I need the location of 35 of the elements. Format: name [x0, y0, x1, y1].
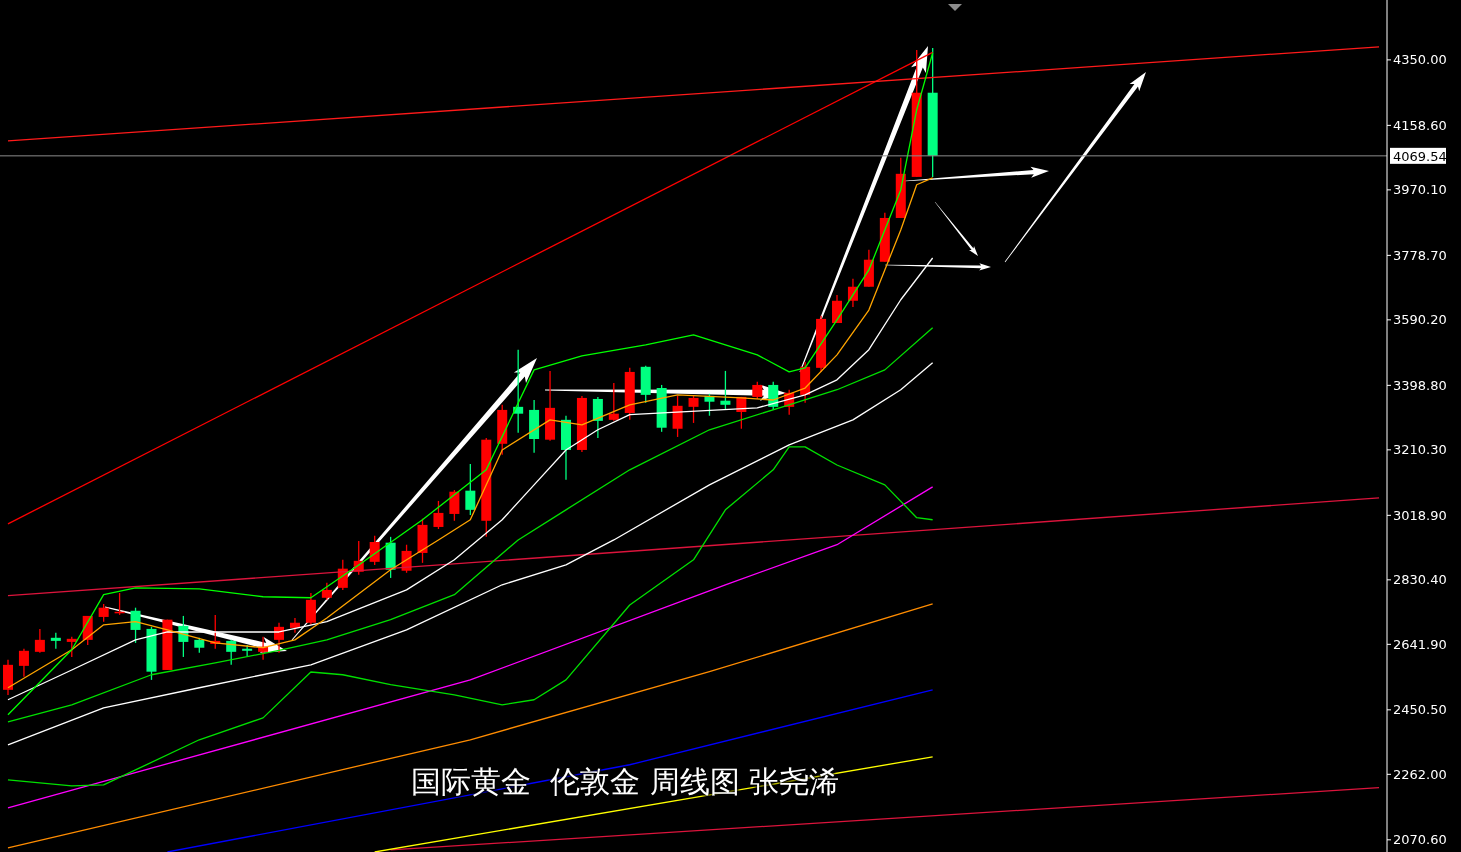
candlestick: [369, 535, 380, 566]
y-tick-label: 4158.60: [1393, 117, 1447, 133]
y-tick-label: 2641.90: [1393, 636, 1447, 652]
ref-line-label: 4069.54: [1393, 148, 1447, 164]
y-tick-label: 2450.50: [1393, 702, 1447, 718]
candlestick: [672, 395, 683, 438]
line-series: [7, 257, 934, 701]
y-tick-label: 3398.80: [1393, 377, 1447, 393]
line-series: [7, 52, 934, 716]
y-tick-label: 3970.10: [1393, 182, 1447, 198]
candlestick: [130, 607, 141, 644]
y-tick-label: 3018.90: [1393, 507, 1447, 523]
candlestick: [832, 294, 843, 324]
line-series: [7, 603, 934, 849]
candlestick: [34, 628, 45, 654]
candlestick: [465, 463, 476, 516]
candlestick: [449, 489, 460, 522]
y-tick-label: 3590.20: [1393, 312, 1447, 328]
line-series: [7, 486, 934, 809]
candlestick: [289, 617, 300, 634]
y-tick-label: 3210.30: [1393, 442, 1447, 458]
candlestick: [608, 382, 619, 422]
candlestick: [242, 644, 253, 657]
y-tick-label: 3778.70: [1393, 247, 1447, 263]
y-tick-label: 2070.60: [1393, 832, 1447, 848]
candlestick: [433, 500, 444, 530]
candlestick: [66, 636, 77, 658]
candlestick: [18, 648, 29, 678]
candlestick: [688, 395, 699, 424]
candlestick: [592, 396, 603, 439]
y-tick-label: 2830.40: [1393, 572, 1447, 588]
y-tick-label: 2262.00: [1393, 766, 1447, 782]
candlestick: [305, 592, 316, 626]
candlestick: [720, 370, 731, 411]
y-tick-label: 4350.00: [1393, 52, 1447, 68]
